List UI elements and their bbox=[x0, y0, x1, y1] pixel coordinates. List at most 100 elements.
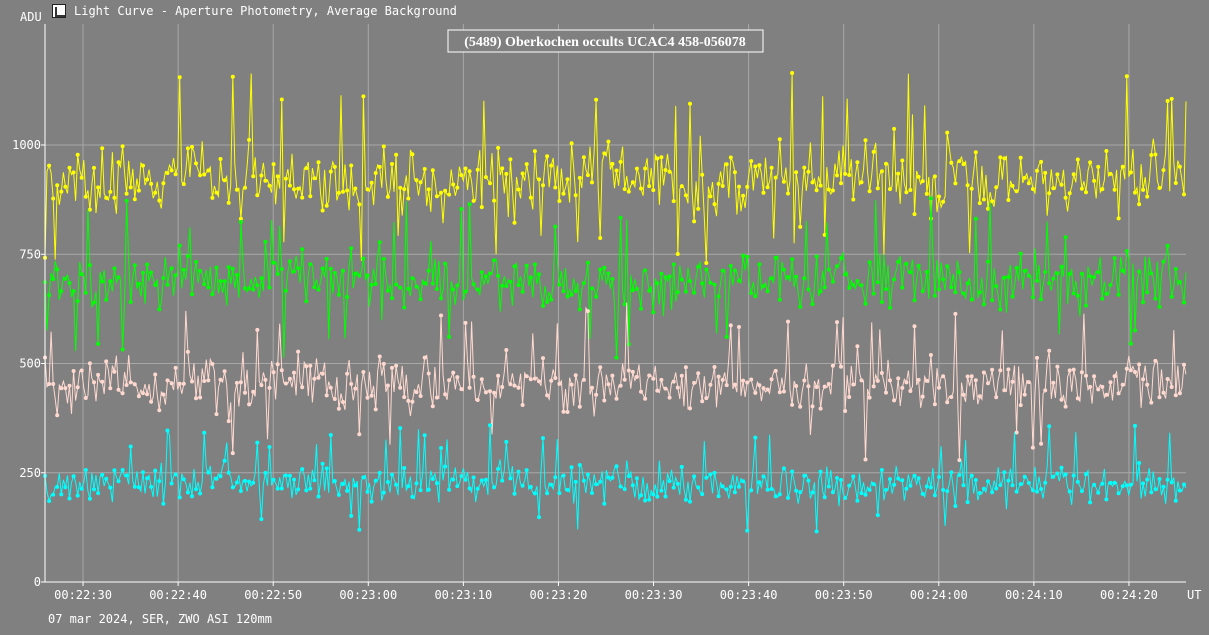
data-point bbox=[524, 162, 529, 167]
data-point bbox=[786, 191, 790, 196]
data-point bbox=[900, 285, 905, 290]
data-point bbox=[1002, 275, 1007, 280]
data-point bbox=[741, 479, 746, 484]
data-point bbox=[255, 283, 260, 288]
data-point bbox=[1145, 194, 1150, 199]
data-point bbox=[300, 467, 305, 472]
data-point bbox=[116, 479, 121, 484]
data-point bbox=[716, 374, 721, 379]
data-point bbox=[1149, 490, 1154, 495]
data-point bbox=[120, 391, 125, 396]
data-point bbox=[157, 479, 162, 484]
data-point bbox=[100, 146, 105, 151]
data-point bbox=[304, 166, 309, 171]
data-point bbox=[537, 177, 541, 182]
data-point bbox=[463, 320, 468, 325]
data-point bbox=[598, 236, 603, 240]
data-point bbox=[128, 380, 133, 385]
data-point bbox=[336, 492, 341, 497]
data-point bbox=[439, 190, 443, 195]
data-point bbox=[728, 155, 733, 160]
x-tick-label: 00:23:40 bbox=[720, 588, 778, 602]
data-point bbox=[1141, 481, 1146, 486]
data-point bbox=[843, 272, 848, 277]
data-point bbox=[647, 373, 652, 378]
data-point bbox=[51, 196, 56, 201]
data-point bbox=[814, 529, 819, 534]
data-point bbox=[1075, 396, 1080, 401]
data-point bbox=[1173, 393, 1178, 398]
data-point bbox=[475, 398, 480, 402]
data-point bbox=[271, 370, 276, 375]
data-point bbox=[932, 293, 937, 298]
data-point bbox=[365, 273, 370, 278]
data-point bbox=[410, 276, 415, 281]
data-point bbox=[945, 400, 950, 405]
data-point bbox=[226, 200, 231, 205]
data-point bbox=[336, 190, 341, 195]
data-point bbox=[1112, 480, 1117, 485]
data-point bbox=[377, 470, 382, 475]
data-point bbox=[981, 302, 986, 307]
data-point bbox=[945, 130, 950, 135]
data-point bbox=[218, 279, 223, 284]
data-point bbox=[304, 364, 309, 369]
data-point bbox=[998, 368, 1003, 373]
data-point bbox=[279, 97, 284, 102]
data-point bbox=[439, 296, 443, 301]
data-point bbox=[128, 300, 133, 304]
data-point bbox=[561, 191, 566, 196]
data-point bbox=[704, 261, 709, 265]
data-point bbox=[1018, 482, 1023, 487]
data-point bbox=[455, 283, 460, 288]
data-point bbox=[83, 290, 88, 295]
data-point bbox=[369, 499, 374, 504]
data-point bbox=[243, 185, 247, 190]
data-point bbox=[814, 188, 819, 193]
data-point bbox=[471, 282, 476, 287]
x-tick-label: 00:24:00 bbox=[910, 588, 968, 602]
data-point bbox=[190, 379, 194, 384]
data-point bbox=[434, 194, 439, 199]
data-point bbox=[173, 365, 178, 370]
data-point bbox=[920, 179, 925, 184]
data-point bbox=[700, 281, 705, 286]
data-point bbox=[1018, 403, 1023, 408]
data-point bbox=[230, 451, 235, 456]
data-point bbox=[341, 482, 345, 486]
data-point bbox=[928, 485, 933, 490]
data-point bbox=[818, 469, 823, 474]
data-point bbox=[96, 372, 101, 377]
data-point bbox=[541, 436, 545, 441]
data-point bbox=[263, 377, 268, 382]
data-point bbox=[63, 485, 68, 490]
data-point bbox=[700, 172, 705, 177]
data-point bbox=[863, 301, 868, 306]
data-point bbox=[1043, 170, 1048, 175]
data-point bbox=[222, 369, 227, 374]
data-point bbox=[688, 279, 692, 284]
data-point bbox=[875, 378, 880, 383]
data-point bbox=[569, 292, 574, 297]
data-point bbox=[169, 266, 174, 271]
data-point bbox=[732, 170, 737, 175]
data-point bbox=[884, 390, 888, 395]
axis-layer: ADU UT bbox=[20, 10, 1201, 602]
data-point bbox=[679, 277, 684, 282]
data-point bbox=[896, 171, 901, 176]
data-point bbox=[279, 368, 284, 373]
data-point bbox=[394, 482, 399, 487]
data-point bbox=[243, 390, 247, 395]
data-point bbox=[1100, 187, 1105, 192]
data-point bbox=[141, 270, 145, 275]
data-point bbox=[659, 155, 664, 160]
data-point bbox=[724, 383, 729, 388]
data-point bbox=[590, 286, 594, 291]
data-point bbox=[1059, 264, 1064, 269]
data-point bbox=[953, 504, 958, 508]
data-point bbox=[406, 196, 411, 201]
data-point bbox=[867, 189, 872, 194]
data-point bbox=[243, 478, 247, 483]
data-point bbox=[357, 527, 362, 532]
